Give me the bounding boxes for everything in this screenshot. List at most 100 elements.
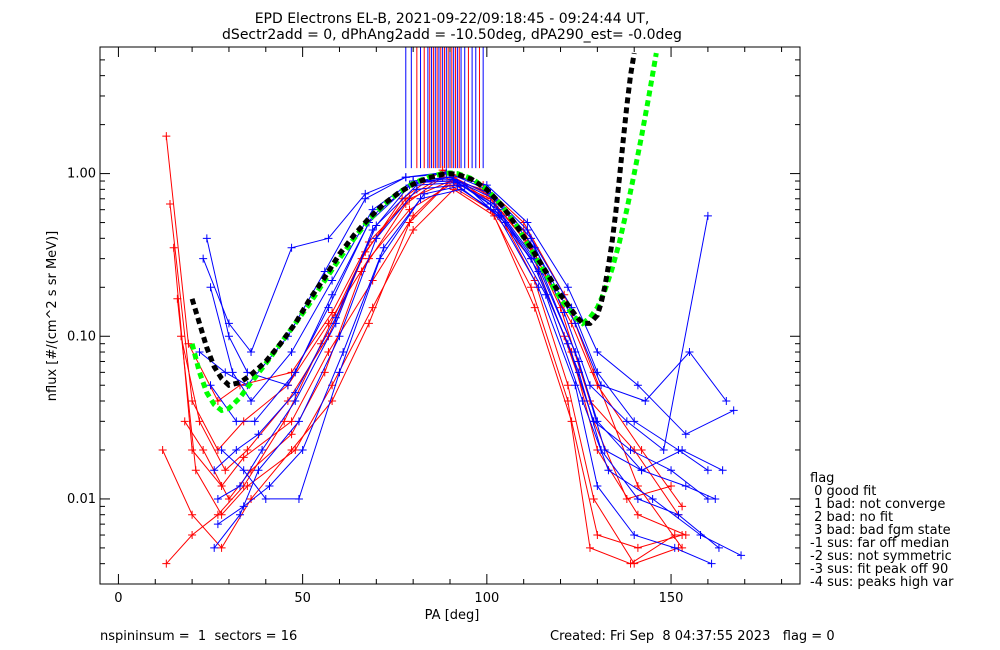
data-point bbox=[630, 417, 639, 426]
data-point bbox=[707, 559, 716, 568]
data-point bbox=[291, 388, 300, 397]
chart-subtitle: dSectr2add = 0, dPhAng2add = -10.50deg, … bbox=[222, 27, 682, 43]
data-point bbox=[247, 396, 256, 405]
data-point bbox=[523, 218, 532, 227]
legend: flag 0 good fit 1 bad: not converge 2 ba… bbox=[810, 471, 954, 590]
data-point bbox=[696, 531, 705, 540]
data-point bbox=[667, 482, 676, 491]
data-point bbox=[714, 543, 723, 552]
data-point bbox=[213, 510, 222, 519]
data-point bbox=[648, 494, 657, 503]
data-point bbox=[217, 482, 226, 491]
data-point bbox=[162, 132, 171, 141]
data-point bbox=[294, 494, 303, 503]
data-point bbox=[291, 396, 300, 405]
data-point bbox=[221, 466, 230, 475]
data-point bbox=[188, 445, 197, 454]
x-tick-label: 50 bbox=[294, 591, 311, 606]
data-point bbox=[578, 396, 587, 405]
data-point bbox=[449, 185, 458, 194]
data-point bbox=[593, 531, 602, 540]
data-point bbox=[331, 319, 340, 328]
data-point bbox=[236, 510, 244, 519]
data-point bbox=[563, 396, 572, 405]
data-point bbox=[188, 531, 197, 540]
data-point bbox=[722, 396, 731, 405]
data-point bbox=[287, 430, 296, 439]
data-point bbox=[420, 189, 429, 198]
data-point bbox=[626, 559, 635, 568]
data-point bbox=[287, 417, 296, 426]
data-point bbox=[460, 181, 469, 190]
data-point bbox=[239, 466, 248, 475]
data-point bbox=[633, 510, 642, 519]
data-point bbox=[412, 185, 421, 194]
data-point bbox=[239, 453, 248, 462]
data-point bbox=[250, 417, 259, 426]
data-point bbox=[398, 194, 407, 203]
data-point bbox=[401, 200, 410, 209]
data-point bbox=[335, 332, 344, 341]
data-point bbox=[667, 466, 676, 475]
data-point bbox=[335, 368, 344, 377]
data-point bbox=[630, 531, 639, 540]
data-point bbox=[202, 234, 211, 243]
footer-left: nspininsum = 1 sectors = 16 bbox=[100, 629, 297, 644]
data-point bbox=[571, 381, 580, 390]
data-point bbox=[328, 290, 337, 299]
data-point bbox=[593, 348, 602, 357]
data-point bbox=[409, 226, 418, 235]
data-point bbox=[586, 543, 594, 552]
data-point bbox=[287, 348, 296, 357]
data-point bbox=[737, 551, 746, 560]
data-point bbox=[678, 445, 687, 454]
series-line bbox=[173, 176, 679, 565]
data-point bbox=[195, 417, 204, 426]
data-point bbox=[678, 531, 687, 540]
data-point bbox=[703, 211, 712, 220]
data-point bbox=[372, 234, 381, 243]
y-tick-label: 1.00 bbox=[67, 167, 96, 182]
data-point bbox=[604, 466, 613, 475]
x-tick-label: 150 bbox=[659, 591, 684, 606]
data-point bbox=[287, 243, 296, 252]
legend-item: 1 bad: not converge bbox=[810, 497, 945, 512]
data-point bbox=[405, 218, 414, 227]
data-point bbox=[711, 494, 720, 503]
legend-item: -1 sus: far off median bbox=[810, 536, 949, 551]
data-point bbox=[703, 494, 712, 503]
y-tick-label: 0.10 bbox=[67, 329, 96, 344]
data-point bbox=[486, 200, 495, 209]
legend-item: -4 sus: peaks high var bbox=[810, 575, 954, 590]
vline-group bbox=[405, 47, 484, 169]
data-point bbox=[401, 173, 410, 182]
data-point bbox=[586, 381, 594, 390]
data-point bbox=[291, 368, 300, 377]
data-point bbox=[501, 218, 510, 227]
data-point bbox=[633, 543, 642, 552]
data-point bbox=[560, 308, 569, 317]
data-point bbox=[254, 466, 263, 475]
series-line bbox=[184, 176, 679, 515]
data-point bbox=[221, 368, 230, 377]
data-point bbox=[324, 234, 333, 243]
data-point bbox=[258, 445, 267, 454]
data-point bbox=[169, 243, 178, 252]
data-point bbox=[527, 283, 536, 292]
data-point bbox=[626, 445, 635, 454]
data-point bbox=[563, 283, 572, 292]
data-point bbox=[206, 283, 215, 292]
data-point bbox=[261, 494, 270, 503]
legend-item: 2 bad: no fit bbox=[810, 510, 893, 525]
data-point bbox=[199, 254, 208, 263]
y-tick-label: 0.01 bbox=[67, 492, 96, 507]
footer-right: Created: Fri Sep 8 04:37:55 2023 flag = … bbox=[550, 629, 835, 644]
data-point bbox=[523, 226, 532, 235]
series-line bbox=[210, 178, 727, 402]
data-point bbox=[265, 482, 274, 491]
data-point bbox=[637, 445, 646, 454]
data-point bbox=[188, 510, 197, 519]
data-point bbox=[641, 396, 650, 405]
data-point bbox=[191, 466, 200, 475]
